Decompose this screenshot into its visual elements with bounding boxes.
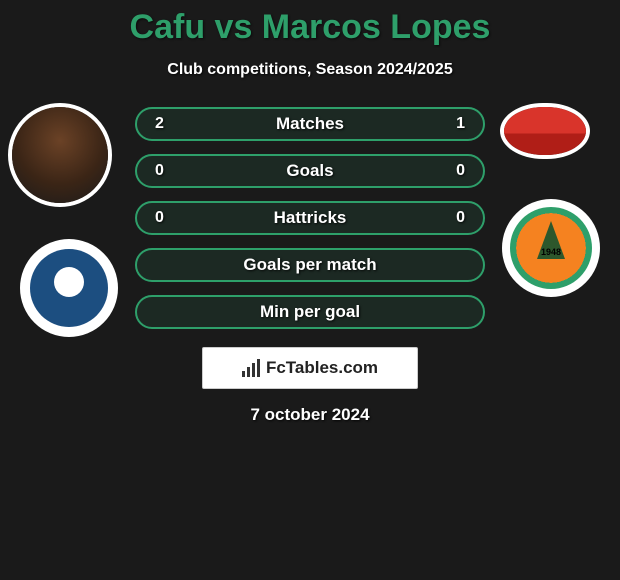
stats-bars: 2 Matches 1 0 Goals 0 0 Hattricks 0 Goal… [135, 107, 485, 329]
brand-box: FcTables.com [202, 347, 418, 389]
stat-bar-matches: 2 Matches 1 [135, 107, 485, 141]
stat-value-right: 1 [445, 115, 465, 133]
stat-bar-goals-per-match: Goals per match [135, 248, 485, 282]
brand-text: FcTables.com [266, 358, 378, 378]
stat-label: Min per goal [260, 302, 360, 322]
stat-bar-hattricks: 0 Hattricks 0 [135, 201, 485, 235]
stat-value-left: 0 [155, 162, 175, 180]
alanyaspor-crest: 1948 [510, 207, 592, 289]
comparison-title: Cafu vs Marcos Lopes [0, 0, 620, 47]
player-photo-left [8, 103, 112, 207]
stat-label: Goals per match [243, 255, 376, 275]
stat-label: Goals [286, 161, 333, 181]
stat-value-left: 0 [155, 209, 175, 227]
player-photo-right [500, 103, 590, 159]
club-logo-right: 1948 [502, 199, 600, 297]
chart-icon [242, 359, 260, 377]
stat-value-right: 0 [445, 162, 465, 180]
stat-label: Hattricks [274, 208, 347, 228]
player-avatar-left [12, 107, 108, 203]
stat-label: Matches [276, 114, 344, 134]
comparison-area: 1948 2 Matches 1 0 Goals 0 0 Hattricks 0… [0, 107, 620, 425]
stat-value-right: 0 [445, 209, 465, 227]
club-logo-left [20, 239, 118, 337]
stat-bar-goals: 0 Goals 0 [135, 154, 485, 188]
stat-value-left: 2 [155, 115, 175, 133]
stat-bar-min-per-goal: Min per goal [135, 295, 485, 329]
date-text: 7 october 2024 [0, 405, 620, 425]
player-avatar-right [504, 107, 586, 155]
kasimpasa-crest [30, 249, 108, 327]
crest-year: 1948 [541, 247, 561, 257]
subtitle: Club competitions, Season 2024/2025 [0, 61, 620, 79]
